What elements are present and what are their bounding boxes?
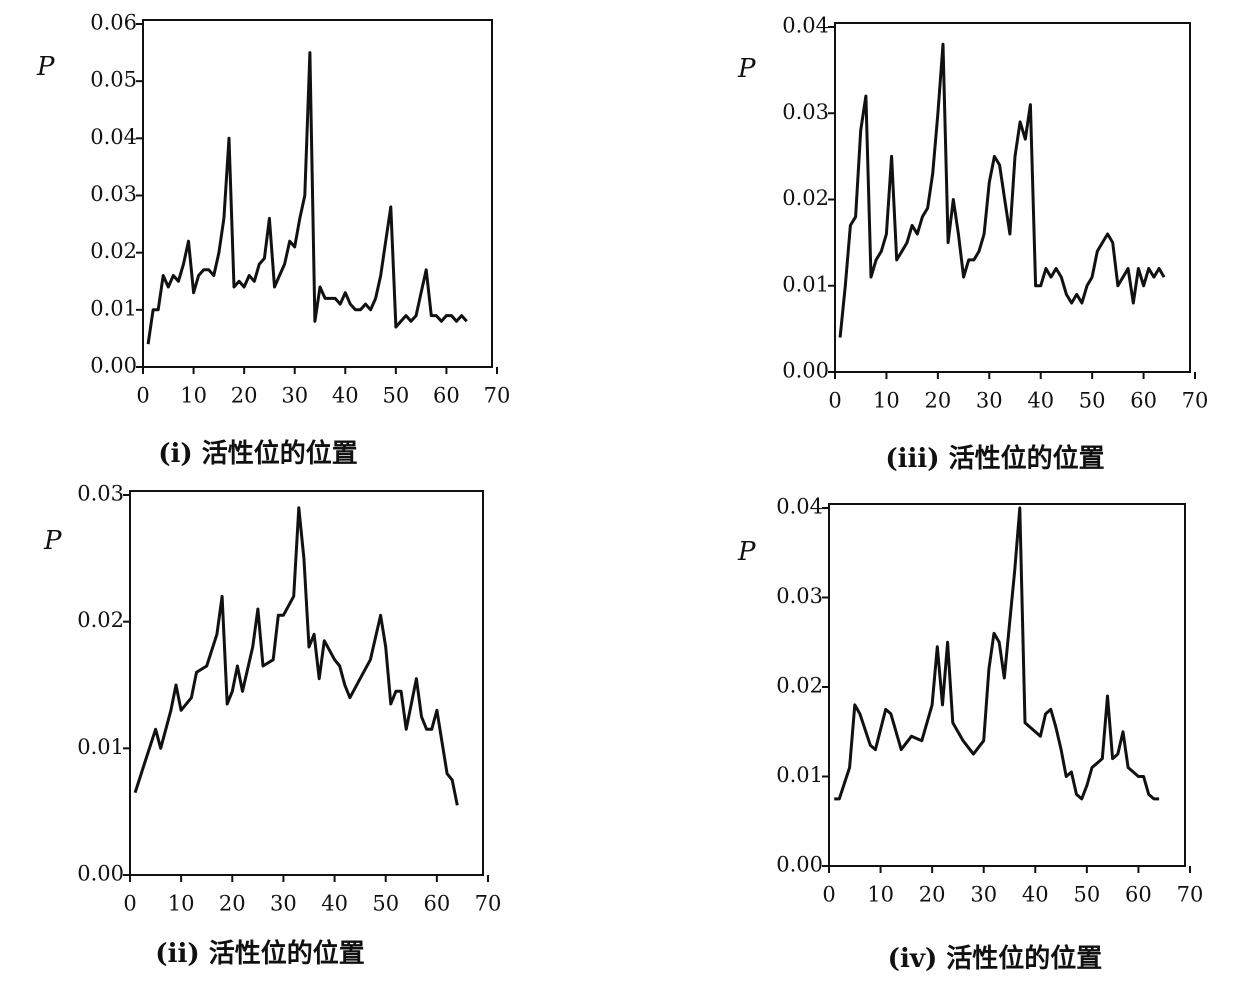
- y-tick-label: 0.06: [90, 11, 137, 35]
- x-tick-label: 60: [433, 384, 460, 408]
- x-tick-label: 20: [919, 883, 946, 907]
- x-tick-label: 50: [1073, 883, 1100, 907]
- x-tick-label: 0: [828, 389, 841, 413]
- x-tick-label: 10: [873, 389, 900, 413]
- x-tick-label: 60: [1125, 883, 1152, 907]
- x-tick-label: 30: [976, 389, 1003, 413]
- y-tick-label: 0.04: [776, 495, 823, 519]
- x-tick-label: 20: [924, 389, 951, 413]
- x-tick-label: 60: [1130, 389, 1157, 413]
- x-tick-label: 40: [332, 384, 359, 408]
- y-tick-label: 0.00: [90, 354, 137, 378]
- x-tick-label: 70: [475, 892, 502, 916]
- y-tick-label: 0.00: [776, 853, 823, 877]
- x-tick-label: 30: [970, 883, 997, 907]
- x-tick-label: 60: [423, 892, 450, 916]
- x-tick-label: 30: [270, 892, 297, 916]
- data-line: [133, 506, 459, 806]
- y-tick-label: 0.03: [90, 182, 137, 206]
- x-tick-label: 50: [1079, 389, 1106, 413]
- plot-frame: [828, 503, 1186, 867]
- y-tick-label: 0.02: [782, 186, 829, 210]
- x-tick-label: 40: [321, 892, 348, 916]
- x-tick-label: 70: [1182, 389, 1209, 413]
- y-tick-label: 0.01: [77, 735, 124, 759]
- y-tick-label: 0.05: [90, 68, 137, 92]
- data-line: [838, 42, 1166, 338]
- x-axis-label: (iii) 活性位的位置: [885, 443, 1104, 474]
- y-tick-label: 0.02: [77, 608, 124, 632]
- x-tick-label: 0: [136, 384, 149, 408]
- y-axis-label: P: [737, 54, 756, 84]
- y-axis-label: P: [43, 526, 62, 556]
- y-axis-label: P: [36, 52, 55, 82]
- x-tick-label: 0: [123, 892, 136, 916]
- y-tick-label: 0.01: [776, 763, 823, 787]
- x-tick-label: 50: [382, 384, 409, 408]
- x-tick-label: 10: [180, 384, 207, 408]
- x-tick-label: 30: [281, 384, 308, 408]
- y-tick-label: 0.04: [782, 14, 829, 38]
- x-tick-label: 50: [372, 892, 399, 916]
- x-axis-label: (i) 活性位的位置: [158, 438, 358, 469]
- y-tick-label: 0.03: [782, 100, 829, 124]
- x-axis-label: (iv) 活性位的位置: [888, 943, 1103, 974]
- plot-frame: [834, 22, 1191, 373]
- x-axis-label: (ii) 活性位的位置: [155, 938, 364, 969]
- x-tick-label: 20: [219, 892, 246, 916]
- y-tick-label: 0.02: [776, 674, 823, 698]
- y-tick-label: 0.02: [90, 239, 137, 263]
- y-tick-label: 0.01: [90, 296, 137, 320]
- x-tick-label: 10: [168, 892, 195, 916]
- y-tick-label: 0.03: [77, 482, 124, 506]
- plot-frame: [142, 19, 493, 368]
- y-tick-label: 0.00: [782, 359, 829, 383]
- y-tick-label: 0.04: [90, 125, 137, 149]
- y-tick-label: 0.00: [77, 862, 124, 886]
- plot-frame: [129, 490, 484, 876]
- y-tick-label: 0.01: [782, 272, 829, 296]
- x-tick-label: 10: [867, 883, 894, 907]
- x-tick-label: 40: [1027, 389, 1054, 413]
- data-line: [834, 506, 1160, 801]
- x-tick-label: 20: [231, 384, 258, 408]
- x-tick-label: 70: [484, 384, 511, 408]
- y-axis-label: P: [737, 537, 756, 567]
- x-tick-label: 0: [822, 883, 835, 907]
- x-tick-label: 70: [1177, 883, 1204, 907]
- data-line: [146, 51, 468, 345]
- x-tick-label: 40: [1022, 883, 1049, 907]
- y-tick-label: 0.03: [776, 584, 823, 608]
